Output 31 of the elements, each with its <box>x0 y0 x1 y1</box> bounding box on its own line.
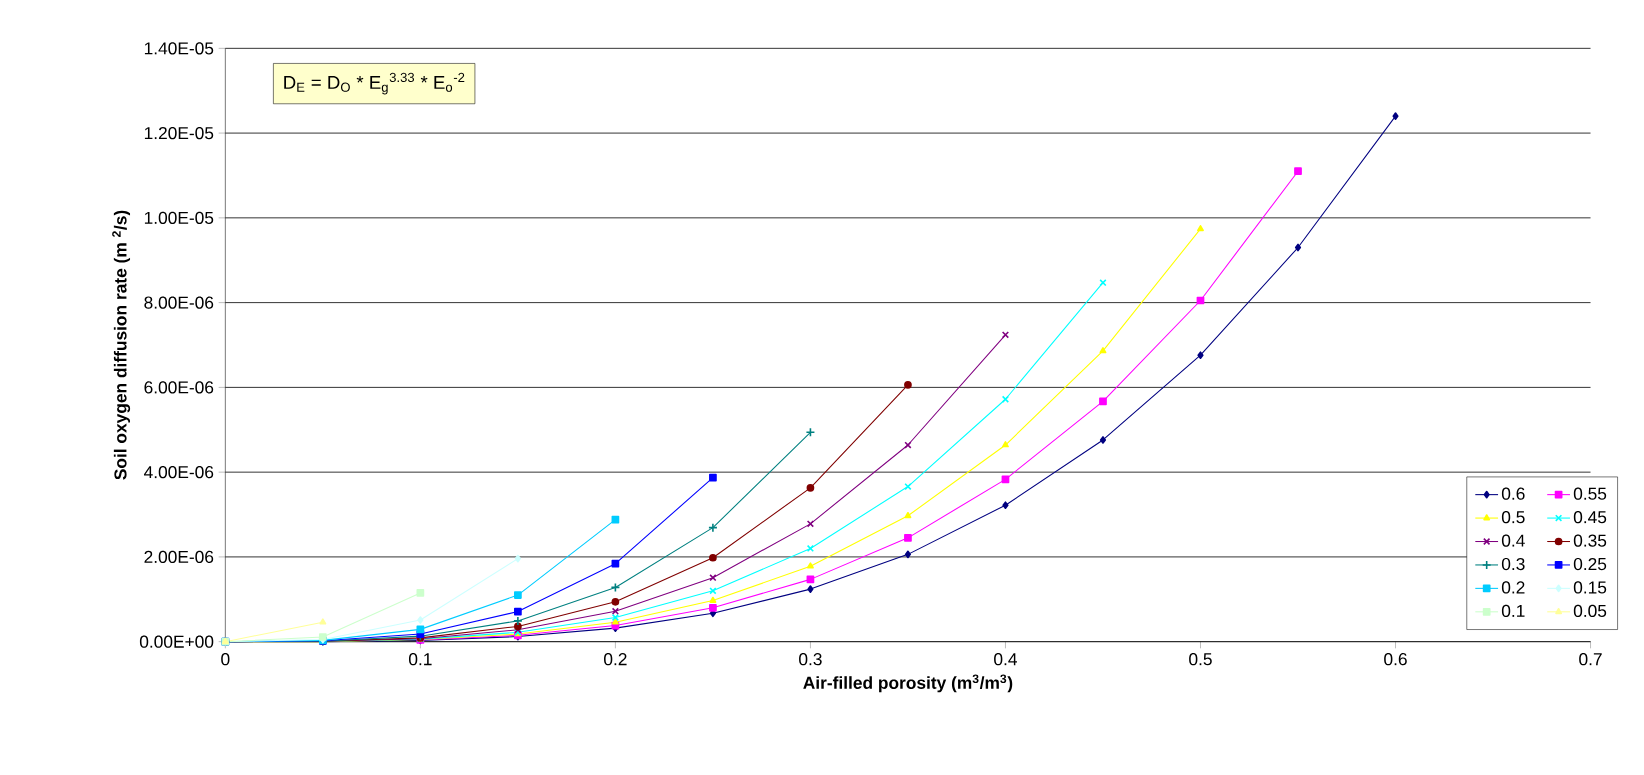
x-tick-label: 0.6 <box>1384 653 1407 666</box>
x-tick-label: 0.7 <box>1579 653 1602 666</box>
y-tick-label: 1.40E-05 <box>144 42 214 55</box>
y-axis-title: Soil oxygen diffusion rate (m $^{2}$/s) <box>112 210 131 480</box>
legend-label: 0.2 <box>1501 581 1525 594</box>
legend-label: 0.1 <box>1501 604 1525 618</box>
legend-label: 0.05 <box>1573 604 1607 618</box>
legend-label: 0.45 <box>1573 511 1607 524</box>
legend-label: 0.35 <box>1573 534 1607 547</box>
x-tick-label: 0.1 <box>408 653 432 666</box>
x-tick-label: 0.3 <box>799 653 822 666</box>
text: D$_{E}$ = D$_{O}$ * E$_{g}$$^{3.33}$ * E$_{o}$-2 <box>284 72 465 95</box>
legend-label: 0.55 <box>1573 487 1607 500</box>
legend-label: 0.3 <box>1501 557 1525 571</box>
x-tick-label: 0.2 <box>604 653 627 666</box>
legend-label: 0.15 <box>1573 581 1607 594</box>
y-tick-label: 0.00E+00 <box>139 635 214 648</box>
x-tick-label: 0 <box>221 653 230 666</box>
legend-label: 0.5 <box>1501 511 1525 524</box>
legend-label: 0.25 <box>1573 557 1607 571</box>
y-tick-label: 2.00E-06 <box>144 550 214 564</box>
y-tick-label: 6.00E-06 <box>144 381 214 394</box>
y-tick-label: 4.00E-06 <box>144 466 214 479</box>
y-tick-label: 1.20E-05 <box>144 126 214 140</box>
legend-label: 0.6 <box>1501 487 1525 500</box>
legend-label: 0.4 <box>1501 534 1525 547</box>
x-tick-label: 0.4 <box>994 653 1017 666</box>
x-axis-title: Air-filled porosity (m$^{3}$/m$^{3}$) <box>803 674 1013 693</box>
x-tick-label: 0.5 <box>1189 653 1212 666</box>
y-tick-label: 8.00E-06 <box>144 296 214 309</box>
y-tick-label: 1.00E-05 <box>144 211 214 224</box>
